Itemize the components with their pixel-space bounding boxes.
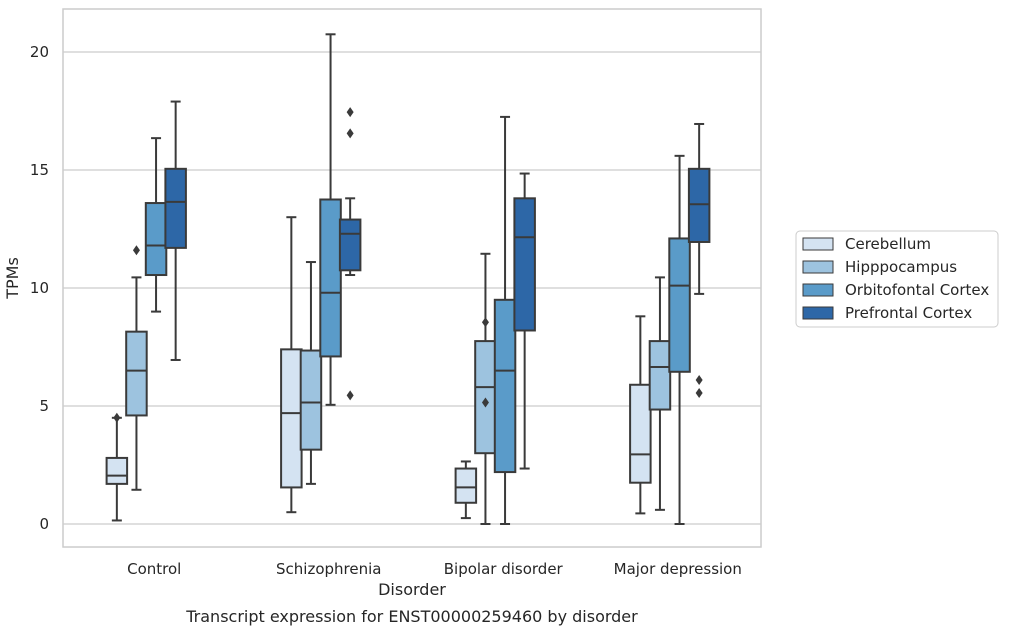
box-orbitofontal-cortex	[493, 115, 517, 525]
box-iqr	[454, 467, 478, 504]
legend-swatch	[802, 306, 834, 320]
box-hipppocampus	[474, 252, 497, 525]
box-cerebellum	[280, 216, 303, 514]
legend-swatch	[802, 260, 834, 274]
box-iqr	[493, 298, 517, 474]
outlier-point	[695, 375, 703, 386]
x-axis-label: Disorder	[378, 580, 446, 599]
box-cerebellum	[105, 412, 129, 522]
box-iqr	[144, 202, 168, 277]
box-orbitofontal-cortex	[668, 154, 691, 525]
y-tick-label: 15	[30, 161, 49, 179]
box-iqr	[629, 383, 652, 484]
box-iqr	[280, 348, 303, 489]
outlier-point	[346, 390, 354, 401]
legend-swatch	[802, 283, 834, 297]
plot-frame	[62, 8, 762, 548]
chart-caption: Transcript expression for ENST0000025946…	[185, 607, 638, 626]
box-hipppocampus	[648, 276, 672, 511]
outlier-point	[481, 397, 489, 408]
box-iqr	[125, 330, 148, 417]
box-iqr	[648, 340, 672, 411]
box-prefrontal-cortex	[338, 107, 362, 401]
legend-frame	[795, 230, 999, 328]
box-prefrontal-cortex	[164, 100, 187, 361]
y-axis-ticks: 0 5 10 15 20	[30, 43, 49, 533]
box-iqr	[299, 349, 323, 451]
box-prefrontal-cortex	[687, 122, 711, 399]
box-cerebellum	[629, 315, 652, 515]
box-iqr	[687, 167, 711, 243]
outlier-point	[113, 412, 121, 423]
outlier-point	[481, 317, 489, 328]
x-tick-label: Control	[127, 560, 181, 578]
x-tick-label: Bipolar disorder	[444, 560, 564, 578]
outlier-point	[132, 245, 140, 256]
box-prefrontal-cortex	[513, 172, 536, 470]
legend-label: Orbitofontal Cortex	[845, 281, 989, 299]
box-plot-series	[105, 33, 711, 525]
legend: Cerebellum Hipppocampus Orbitofontal Corte…	[795, 230, 999, 328]
box-iqr	[474, 340, 497, 455]
y-tick-label: 0	[39, 515, 49, 533]
outlier-point	[695, 388, 703, 399]
box-cerebellum	[454, 460, 478, 520]
box-iqr	[319, 198, 342, 358]
y-axis-label: TPMs	[3, 257, 22, 300]
box-iqr	[668, 237, 691, 373]
x-axis-ticks: Control Schizophrenia Bipolar disorder Majo…	[127, 560, 742, 578]
outlier-point	[346, 107, 354, 118]
y-tick-label: 10	[30, 279, 49, 297]
x-tick-label: Schizophrenia	[276, 560, 381, 578]
legend-label: Cerebellum	[845, 235, 931, 253]
box-iqr	[105, 456, 129, 485]
legend-label: Prefrontal Cortex	[845, 304, 972, 322]
box-iqr	[164, 167, 187, 249]
outlier-point	[346, 128, 354, 139]
y-tick-label: 5	[39, 397, 49, 415]
box-orbitofontal-cortex	[319, 33, 342, 406]
legend-label: Hipppocampus	[845, 258, 957, 276]
box-iqr	[513, 197, 536, 332]
box-hipppocampus	[299, 261, 323, 485]
box-hipppocampus	[125, 245, 148, 491]
x-tick-label: Major depression	[614, 560, 742, 578]
legend-swatch	[802, 237, 834, 251]
box-iqr	[338, 218, 362, 272]
y-tick-label: 20	[30, 43, 49, 61]
